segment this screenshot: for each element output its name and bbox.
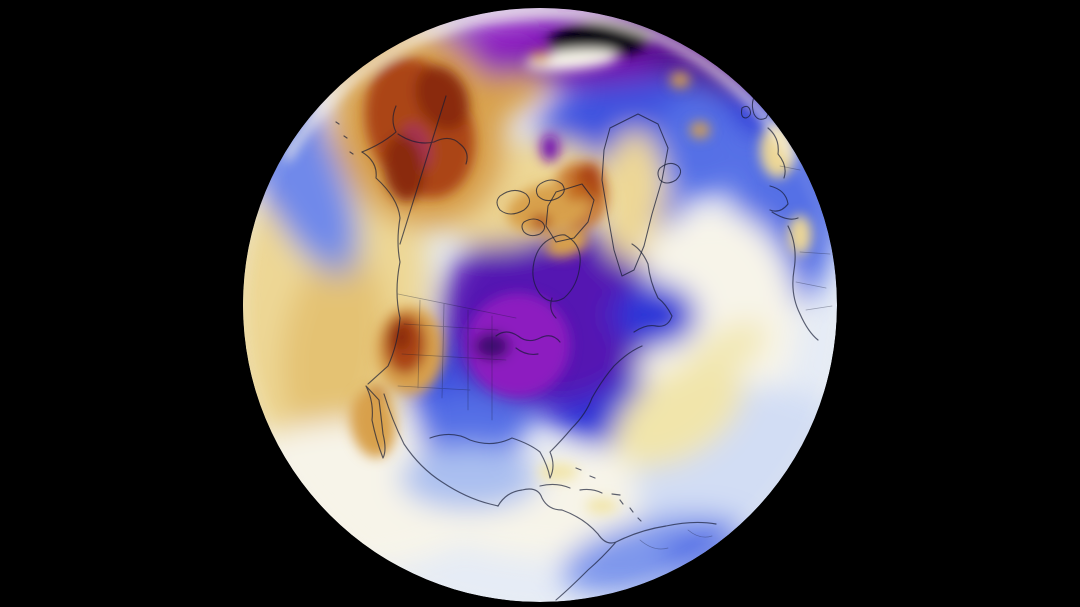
warm-spot-caribbean-1: [538, 463, 578, 481]
borders-south-america: [639, 529, 713, 550]
cool-patch-mexico: [400, 446, 540, 510]
warm-streak-mid-atlantic-tail: [685, 321, 767, 383]
warm-anomaly-alaska-core-south: [383, 134, 425, 202]
warm-anomaly-great-basin-core: [391, 323, 411, 351]
warm-spot-siberia-2: [690, 122, 710, 138]
warm-streak-mid-atlantic: [613, 362, 743, 468]
coastline-alaska: [335, 95, 468, 245]
cold-spot-arctic-island: [541, 134, 559, 162]
coastline-hudson-bay: [532, 234, 581, 319]
coastline-na-east: [429, 243, 673, 479]
borders-africa-europe: [779, 165, 833, 311]
globe-disc: [243, 8, 837, 602]
cold-spot-lake-superior: [474, 332, 510, 360]
coastline-iceland: [657, 162, 682, 184]
warm-spot-archipelago-2: [531, 215, 551, 229]
coastline-baja-mexico: [365, 385, 499, 507]
warm-spot-caribbean-2: [586, 498, 618, 514]
coastline-central-south-america: [497, 488, 717, 601]
coastline-arctic-islands: [496, 179, 565, 237]
warm-spot-bering-isles: [530, 52, 550, 64]
warm-spot-siberia-1: [670, 72, 690, 88]
cool-patch-gulf: [417, 392, 527, 464]
coastline-caribbean-islands: [539, 467, 642, 522]
cool-patch-east-greenland-sea: [658, 90, 742, 200]
coastline-greenland: [601, 113, 669, 277]
coastline-great-lakes: [495, 331, 561, 355]
coastline-na-west: [361, 151, 401, 385]
cold-anomaly-great-lakes-magenta: [466, 293, 570, 397]
warm-anomaly-alaska-core-north: [415, 65, 469, 131]
coastline-baffin-island: [545, 183, 595, 243]
limb-highlight-top: [282, 8, 798, 162]
limb-highlight-ring: [243, 8, 837, 602]
extreme-cold-spot-pole: [548, 20, 652, 60]
borders-us-states: [397, 293, 517, 421]
cool-band-nw-inner: [262, 121, 362, 279]
cold-spot-newfoundland: [613, 283, 697, 347]
neutral-streak-arctic: [526, 49, 618, 71]
